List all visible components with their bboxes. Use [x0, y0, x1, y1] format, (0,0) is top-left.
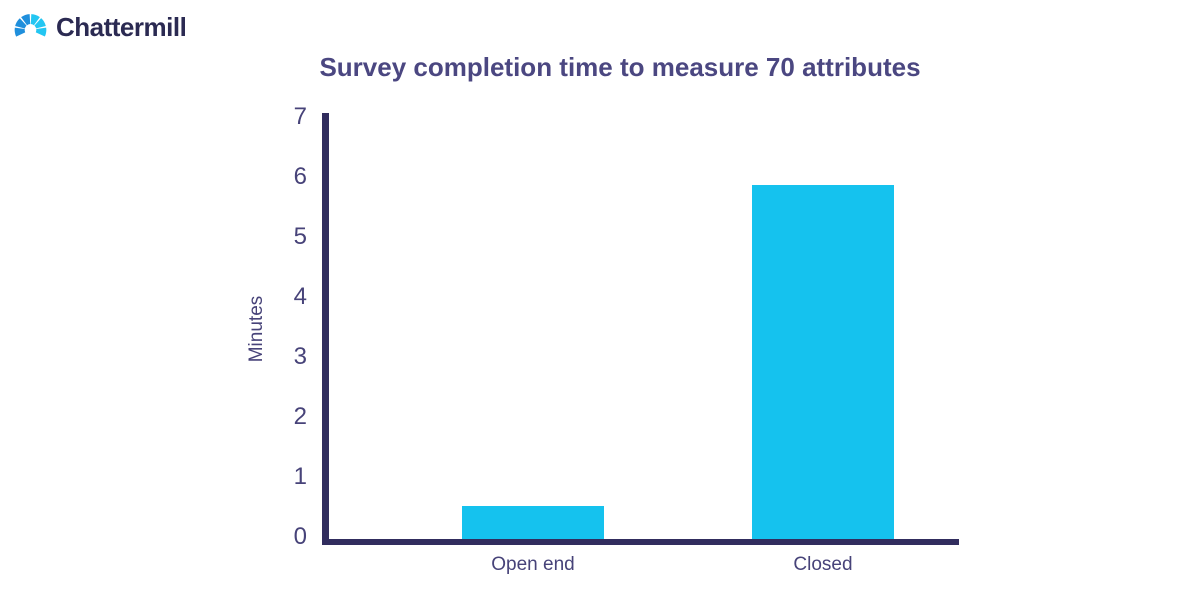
y-tick-label-1: 1 [293, 462, 307, 490]
chart-title: Survey completion time to measure 70 att… [319, 52, 921, 82]
chattermill-logo: Chattermill [13, 12, 187, 43]
x-axis-label-closed: Closed [793, 554, 853, 575]
bar-open-end [462, 506, 604, 539]
y-tick-label-2: 2 [293, 402, 307, 430]
y-tick-label-7: 7 [293, 102, 307, 130]
y-axis-line [322, 113, 329, 545]
y-tick-label-0: 0 [293, 522, 307, 550]
x-axis-label-open-end: Open end [491, 554, 575, 575]
y-axis-title: Minutes [246, 295, 267, 363]
chattermill-arch-icon [13, 12, 48, 43]
x-axis-line [322, 539, 959, 545]
y-tick-label-6: 6 [293, 162, 307, 190]
bar-closed [752, 185, 894, 539]
y-tick-label-3: 3 [293, 342, 307, 370]
y-tick-label-5: 5 [293, 222, 307, 250]
brand-name: Chattermill [56, 12, 187, 42]
y-tick-label-4: 4 [293, 282, 307, 310]
